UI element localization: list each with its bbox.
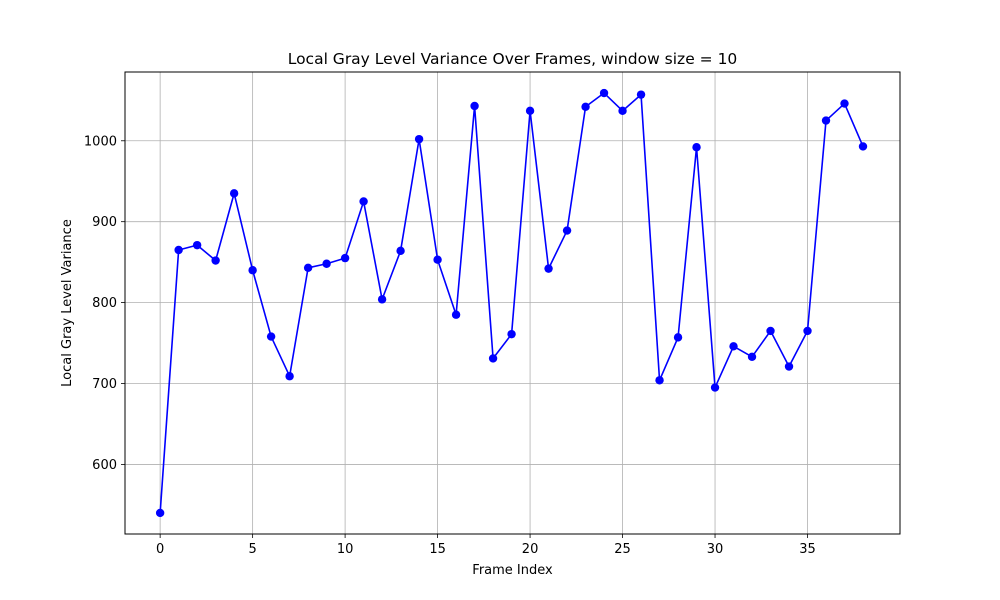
data-point [710, 383, 720, 392]
y-tick-label: 700 [92, 377, 117, 392]
data-point [544, 264, 553, 273]
data-point [821, 116, 831, 125]
data-point [562, 226, 572, 235]
y-axis-label: Local Gray Level Variance [60, 219, 75, 387]
x-axis-label: Frame Index [472, 563, 553, 578]
data-point [359, 197, 368, 206]
x-tick-label: 15 [429, 542, 446, 557]
data-point [192, 240, 202, 250]
data-point [673, 333, 683, 342]
data-point [396, 246, 405, 256]
data-point [433, 255, 442, 264]
y-tick-label: 600 [92, 458, 117, 473]
y-tick-label: 800 [92, 296, 117, 311]
data-point [451, 310, 461, 319]
data-point [488, 354, 498, 363]
x-tick-label: 25 [614, 542, 631, 557]
data-point [858, 142, 868, 151]
plot-frame [124, 71, 901, 535]
data-point [470, 101, 479, 111]
x-tick-label: 0 [156, 542, 164, 557]
data-point [766, 326, 775, 336]
x-tick-label: 35 [799, 542, 816, 557]
data-point [747, 352, 757, 362]
data-point [266, 332, 276, 341]
data-point [211, 256, 220, 265]
grid-lines [125, 72, 900, 534]
data-point [414, 134, 424, 144]
x-tick-label: 5 [248, 542, 256, 557]
data-point [155, 508, 165, 518]
data-point [248, 266, 257, 275]
y-tick-label: 900 [92, 215, 117, 230]
data-point [303, 263, 313, 273]
data-point [692, 143, 701, 152]
data-point [655, 376, 664, 385]
data-point [377, 295, 387, 304]
data-point [174, 245, 183, 255]
data-point [285, 372, 294, 381]
data-point [618, 106, 627, 116]
data-point [229, 189, 239, 198]
data-point [636, 90, 646, 99]
data-point [803, 326, 812, 336]
data-point [340, 253, 350, 263]
data-point [507, 329, 516, 339]
x-tick-label: 10 [337, 542, 354, 557]
data-point [525, 106, 535, 116]
x-tick-label: 30 [707, 542, 724, 557]
chart-title: Local Gray Level Variance Over Frames, w… [288, 50, 738, 68]
data-point [729, 342, 738, 351]
series-layer [155, 88, 868, 518]
data-point [322, 259, 331, 268]
data-point [840, 99, 849, 108]
axis-ticks: 0 5 10 15 20 25 30 35 600 700 800 900 1000 [84, 134, 816, 557]
data-point [581, 102, 590, 111]
data-point [784, 362, 794, 371]
x-tick-label: 20 [522, 542, 539, 557]
data-point [599, 88, 609, 98]
y-tick-label: 1000 [84, 134, 117, 149]
